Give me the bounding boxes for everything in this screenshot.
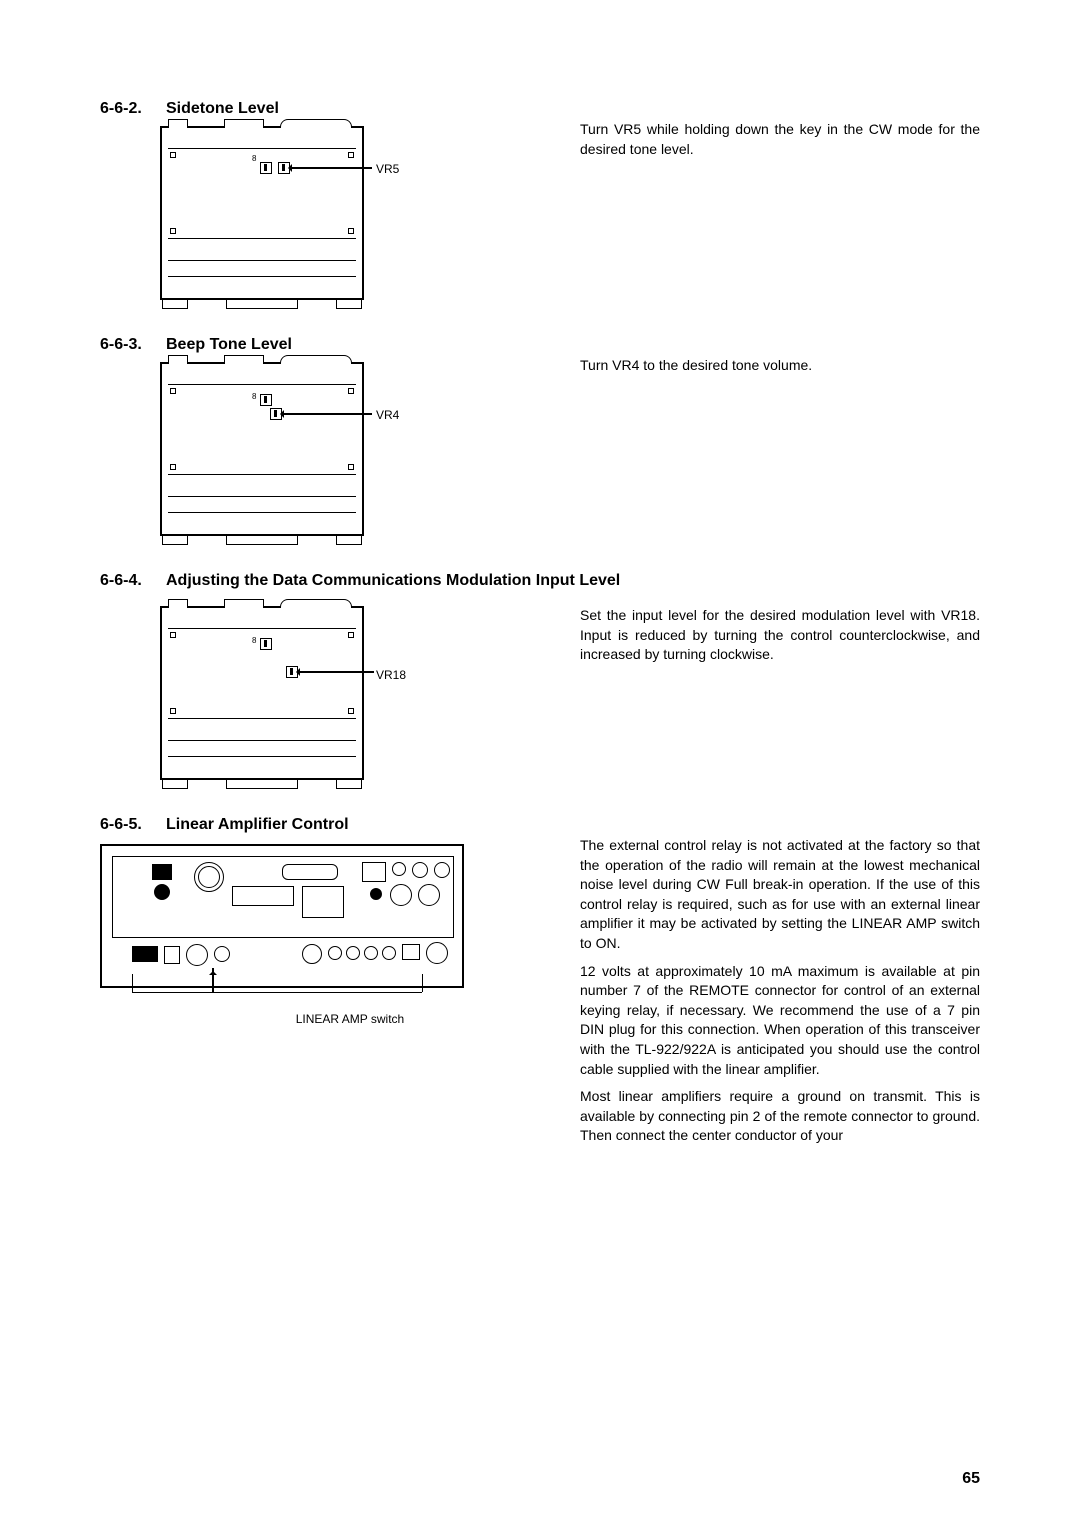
diagram-beep-tone: 8 VR4 (160, 362, 540, 536)
pointer-arrow-icon (212, 968, 214, 992)
section-body: Set the input level for the desired modu… (580, 598, 980, 780)
callout-vr18: VR18 (376, 668, 406, 682)
diagram-linear-amp: LINEAR AMP switch (100, 844, 540, 1026)
page-number: 65 (962, 1470, 980, 1488)
pot-icon (260, 394, 272, 406)
section-left: 6-6-5. Linear Amplifier Control (100, 816, 540, 1026)
body-paragraph: The external control relay is not activa… (580, 836, 980, 954)
device-top-view: 8 (160, 126, 364, 300)
body-paragraph: 12 volts at approximately 10 mA maximum … (580, 962, 980, 1080)
body-paragraph: Set the input level for the desired modu… (580, 606, 980, 665)
section-body: The external control relay is not activa… (580, 816, 980, 1154)
section-6-6-5: 6-6-5. Linear Amplifier Control (100, 816, 980, 1154)
section-title: 6-6-5. Linear Amplifier Control (100, 816, 540, 834)
callout-vr5: VR5 (376, 162, 399, 176)
body-paragraph: Turn VR4 to the desired tone volume. (580, 356, 980, 376)
section-left: 6-6-3. Beep Tone Level 8 (100, 336, 540, 536)
section-number: 6-6-2. (100, 100, 152, 118)
manual-page: 6-6-2. Sidetone Level 8 (0, 0, 1080, 1528)
section-6-6-4: 6-6-4. Adjusting the Data Communications… (100, 572, 980, 780)
device-top-view: 8 (160, 606, 364, 780)
section-number: 6-6-5. (100, 816, 152, 834)
rear-panel-view (100, 844, 464, 988)
section-number: 6-6-3. (100, 336, 152, 354)
callout-vr4: VR4 (376, 408, 399, 422)
device-top-view: 8 (160, 362, 364, 536)
section-heading: Adjusting the Data Communications Modula… (166, 572, 620, 590)
body-paragraph: Turn VR5 while holding down the key in t… (580, 120, 980, 159)
section-6-6-3: 6-6-3. Beep Tone Level 8 (100, 336, 980, 536)
section-left: 6-6-4. Adjusting the Data Communications… (100, 572, 980, 780)
section-left: 6-6-2. Sidetone Level 8 (100, 100, 540, 300)
body-paragraph: Most linear amplifiers require a ground … (580, 1087, 980, 1146)
section-body: Turn VR4 to the desired tone volume. (580, 336, 980, 384)
diagram-sidetone: 8 VR5 (160, 126, 540, 300)
pot-icon (260, 162, 272, 174)
section-body: Turn VR5 while holding down the key in t… (580, 100, 980, 167)
pot-icon (260, 638, 272, 650)
diagram-caption: LINEAR AMP switch (160, 1012, 540, 1026)
section-number: 6-6-4. (100, 572, 152, 590)
section-heading: Linear Amplifier Control (166, 816, 349, 834)
section-title: 6-6-4. Adjusting the Data Communications… (100, 572, 980, 590)
section-6-6-2: 6-6-2. Sidetone Level 8 (100, 100, 980, 300)
diagram-data-comm: 8 VR18 (160, 606, 540, 780)
